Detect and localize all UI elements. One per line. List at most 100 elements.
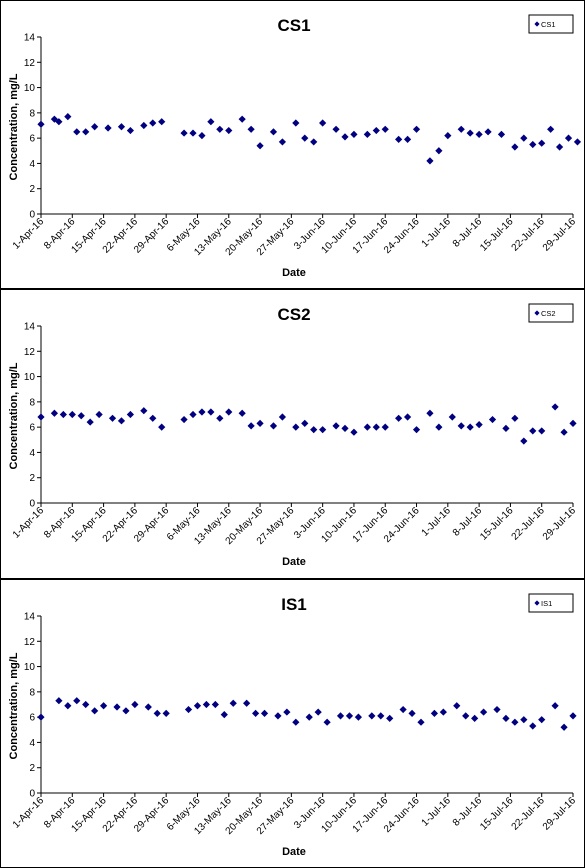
- data-point: [448, 413, 456, 421]
- data-point: [64, 113, 72, 121]
- x-tick-label: 15-Jul-16: [478, 795, 516, 833]
- data-point: [126, 410, 135, 419]
- chart-title: CS2: [277, 305, 310, 324]
- y-tick-label: 14: [24, 322, 36, 333]
- data-point: [439, 708, 447, 716]
- data-point: [86, 418, 94, 426]
- data-point: [520, 134, 528, 142]
- y-tick-label: 2: [29, 184, 35, 195]
- data-point: [162, 709, 170, 717]
- data-point: [55, 118, 63, 126]
- data-point: [91, 123, 99, 131]
- x-tick-label: 22-Jul-16: [510, 505, 548, 543]
- x-tick-label: 1-Jul-16: [420, 795, 454, 829]
- data-point: [251, 709, 260, 717]
- data-point: [435, 147, 443, 155]
- data-point: [91, 707, 99, 715]
- data-point: [471, 714, 479, 723]
- series-cs2: [37, 403, 577, 445]
- data-point: [551, 702, 559, 710]
- y-tick-label: 0: [29, 789, 35, 800]
- data-point: [314, 708, 322, 716]
- data-point: [350, 130, 358, 138]
- data-point: [310, 426, 318, 434]
- data-point: [158, 423, 166, 431]
- data-point: [37, 713, 45, 721]
- y-tick-label: 8: [29, 108, 35, 119]
- data-point: [520, 716, 528, 724]
- data-point: [193, 702, 202, 710]
- y-tick-label: 10: [24, 372, 36, 383]
- data-point: [484, 128, 492, 136]
- legend: CS2: [528, 303, 574, 323]
- y-tick-label: 8: [29, 687, 35, 698]
- data-point: [564, 134, 573, 142]
- legend-label: CS2: [541, 309, 556, 318]
- data-point: [207, 118, 215, 126]
- data-point: [475, 421, 483, 429]
- data-point: [538, 716, 546, 724]
- y-tick-label: 14: [24, 612, 36, 623]
- data-point: [511, 143, 519, 151]
- data-point: [466, 129, 474, 137]
- data-point: [50, 115, 59, 123]
- data-point: [113, 703, 121, 711]
- data-point: [64, 702, 72, 710]
- data-point: [180, 415, 188, 424]
- data-point: [381, 423, 389, 431]
- data-point: [435, 423, 443, 431]
- data-point: [117, 123, 126, 131]
- data-point: [207, 408, 215, 416]
- x-tick-label: 22-Jul-16: [510, 795, 548, 833]
- data-point: [117, 417, 126, 425]
- data-point: [555, 143, 564, 151]
- x-tick-label: 22-Jul-16: [510, 216, 548, 254]
- data-point: [332, 422, 340, 430]
- y-axis-label: Concentration, mg/L: [8, 652, 20, 759]
- data-point: [319, 426, 327, 434]
- x-tick-label: 29-Jul-16: [541, 216, 579, 254]
- data-point: [153, 709, 161, 717]
- y-tick-label: 2: [29, 763, 35, 774]
- data-point: [202, 700, 211, 709]
- data-point: [354, 713, 363, 721]
- data-point: [216, 125, 224, 133]
- chart-panel-cs1: CS1 0 2 4 6 8 10 12 14 1-Apr-16 8-Apr-16 15-Apr-16 2…: [0, 0, 585, 289]
- data-point: [216, 414, 224, 422]
- data-point: [341, 133, 349, 141]
- data-point: [278, 413, 287, 421]
- chart-cs1: CS1024681012141-Apr-168-Apr-1615-Apr-162…: [8, 14, 582, 279]
- series-is1: [37, 697, 577, 731]
- data-point: [292, 423, 300, 431]
- data-point: [569, 712, 577, 720]
- data-point: [479, 708, 488, 716]
- data-point: [350, 428, 358, 436]
- data-point: [538, 427, 546, 435]
- data-point: [122, 707, 130, 715]
- x-tick-label: 1-Apr-16: [11, 505, 47, 541]
- legend-box: [528, 303, 574, 323]
- data-point: [269, 128, 278, 136]
- data-point: [403, 135, 412, 144]
- x-tick-label: 1-Apr-16: [11, 795, 47, 831]
- y-tick-label: 0: [29, 210, 35, 221]
- data-point: [560, 723, 568, 731]
- data-point: [457, 125, 465, 133]
- legend-box: [528, 593, 574, 613]
- x-tick-label: 29-Jul-16: [541, 505, 579, 543]
- data-point: [55, 697, 63, 705]
- legend-box: [528, 14, 574, 34]
- y-tick-label: 12: [24, 58, 36, 69]
- y-tick-label: 8: [29, 397, 35, 408]
- data-point: [426, 157, 434, 165]
- data-point: [256, 419, 264, 427]
- data-point: [189, 410, 197, 419]
- data-point: [37, 413, 45, 421]
- data-point: [292, 119, 300, 127]
- y-tick-label: 10: [24, 83, 36, 94]
- data-point: [488, 415, 497, 424]
- y-tick-label: 12: [24, 347, 36, 358]
- data-point: [37, 120, 45, 128]
- data-point: [547, 125, 555, 133]
- y-tick-label: 12: [24, 637, 36, 648]
